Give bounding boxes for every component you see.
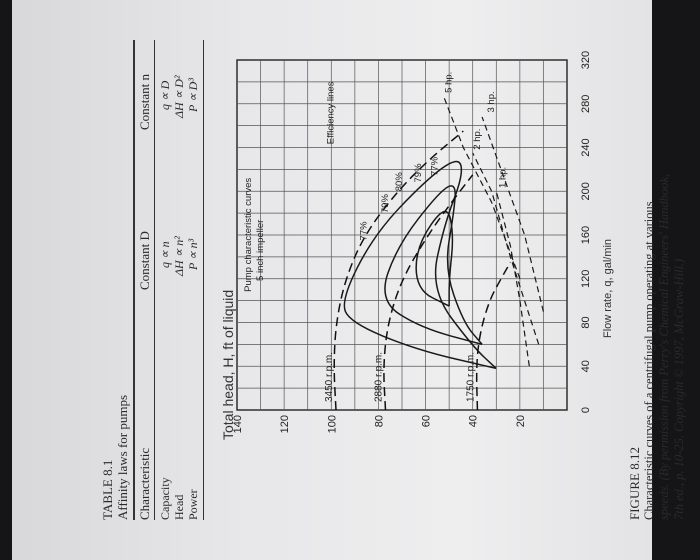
y-tick-label: 80: [373, 415, 385, 427]
x-tick-label: 320: [580, 51, 592, 69]
power-line: [443, 98, 521, 279]
y-tick-label: 100: [326, 415, 338, 433]
power-line: [481, 116, 544, 312]
x-tick-label: 0: [580, 407, 592, 413]
efficiency-label: 80%: [394, 172, 405, 192]
annotation-pump-characteristic: Pump characteristic curves: [243, 178, 254, 292]
chart-svg: 0 40 80 120 160 200 240 280 320 20 40 60 80 100 120 140…: [232, 51, 592, 434]
power-label: 3 hp.: [486, 91, 497, 112]
head-curve: [475, 261, 512, 411]
y-tick-label: 40: [468, 415, 480, 427]
x-tick-label: 280: [580, 95, 592, 113]
x-tick-label: 200: [580, 182, 592, 200]
power-line: [472, 152, 540, 345]
x-tick-label: 40: [580, 360, 592, 372]
y-tick-label: 60: [421, 415, 433, 427]
y-tick-label: 20: [515, 415, 527, 427]
efficiency-label: 77%: [359, 221, 370, 241]
head-curve-label: 2880 r.p.m.: [374, 352, 385, 402]
figure-caption-line-1: Characteristic curves of a centrifugal p…: [642, 201, 656, 520]
efficiency-label: 77%: [429, 156, 440, 176]
textbook-page: TABLE 8.1 Affinity laws for pumps Charac…: [12, 0, 686, 560]
x-tick-label: 240: [580, 138, 592, 156]
chart-xlabel: Flow rate, q, gal/min: [602, 238, 614, 338]
head-curve-label: 1750 r.p.m.: [465, 352, 476, 402]
power-label: 1 hp.: [498, 167, 509, 188]
efficiency-line: [384, 185, 483, 346]
figure-label: FIGURE 8.12: [627, 447, 642, 520]
y-tick-label: 120: [279, 415, 291, 433]
efficiency-line: [343, 160, 497, 370]
power-label: 5 hp.: [444, 72, 455, 93]
efficiency-line: [415, 210, 454, 307]
rotated-page-content: TABLE 8.1 Affinity laws for pumps Charac…: [12, 0, 700, 560]
annotation-efficiency-lines: Efficiency lines: [326, 81, 337, 144]
figure-caption-line-3: 7th ed., p. 10-25. Copyright © 1997, McG…: [672, 258, 686, 520]
x-tick-label: 80: [580, 316, 592, 328]
y-tick-label: 140: [232, 415, 244, 433]
annotation-impeller: 5 inch impeller: [255, 220, 266, 281]
efficiency-label: 79%: [380, 194, 391, 214]
figure-caption-line-2: speeds. (By permission from Perry's Chem…: [657, 173, 671, 520]
x-tick-label: 160: [580, 226, 592, 244]
x-tick-label: 120: [580, 270, 592, 288]
head-curve: [383, 174, 474, 411]
power-label: 2 hp.: [472, 129, 483, 150]
head-curve: [333, 130, 464, 411]
head-curve-label: 3450 r.p.m.: [324, 352, 335, 402]
efficiency-label: 79%: [413, 163, 424, 183]
